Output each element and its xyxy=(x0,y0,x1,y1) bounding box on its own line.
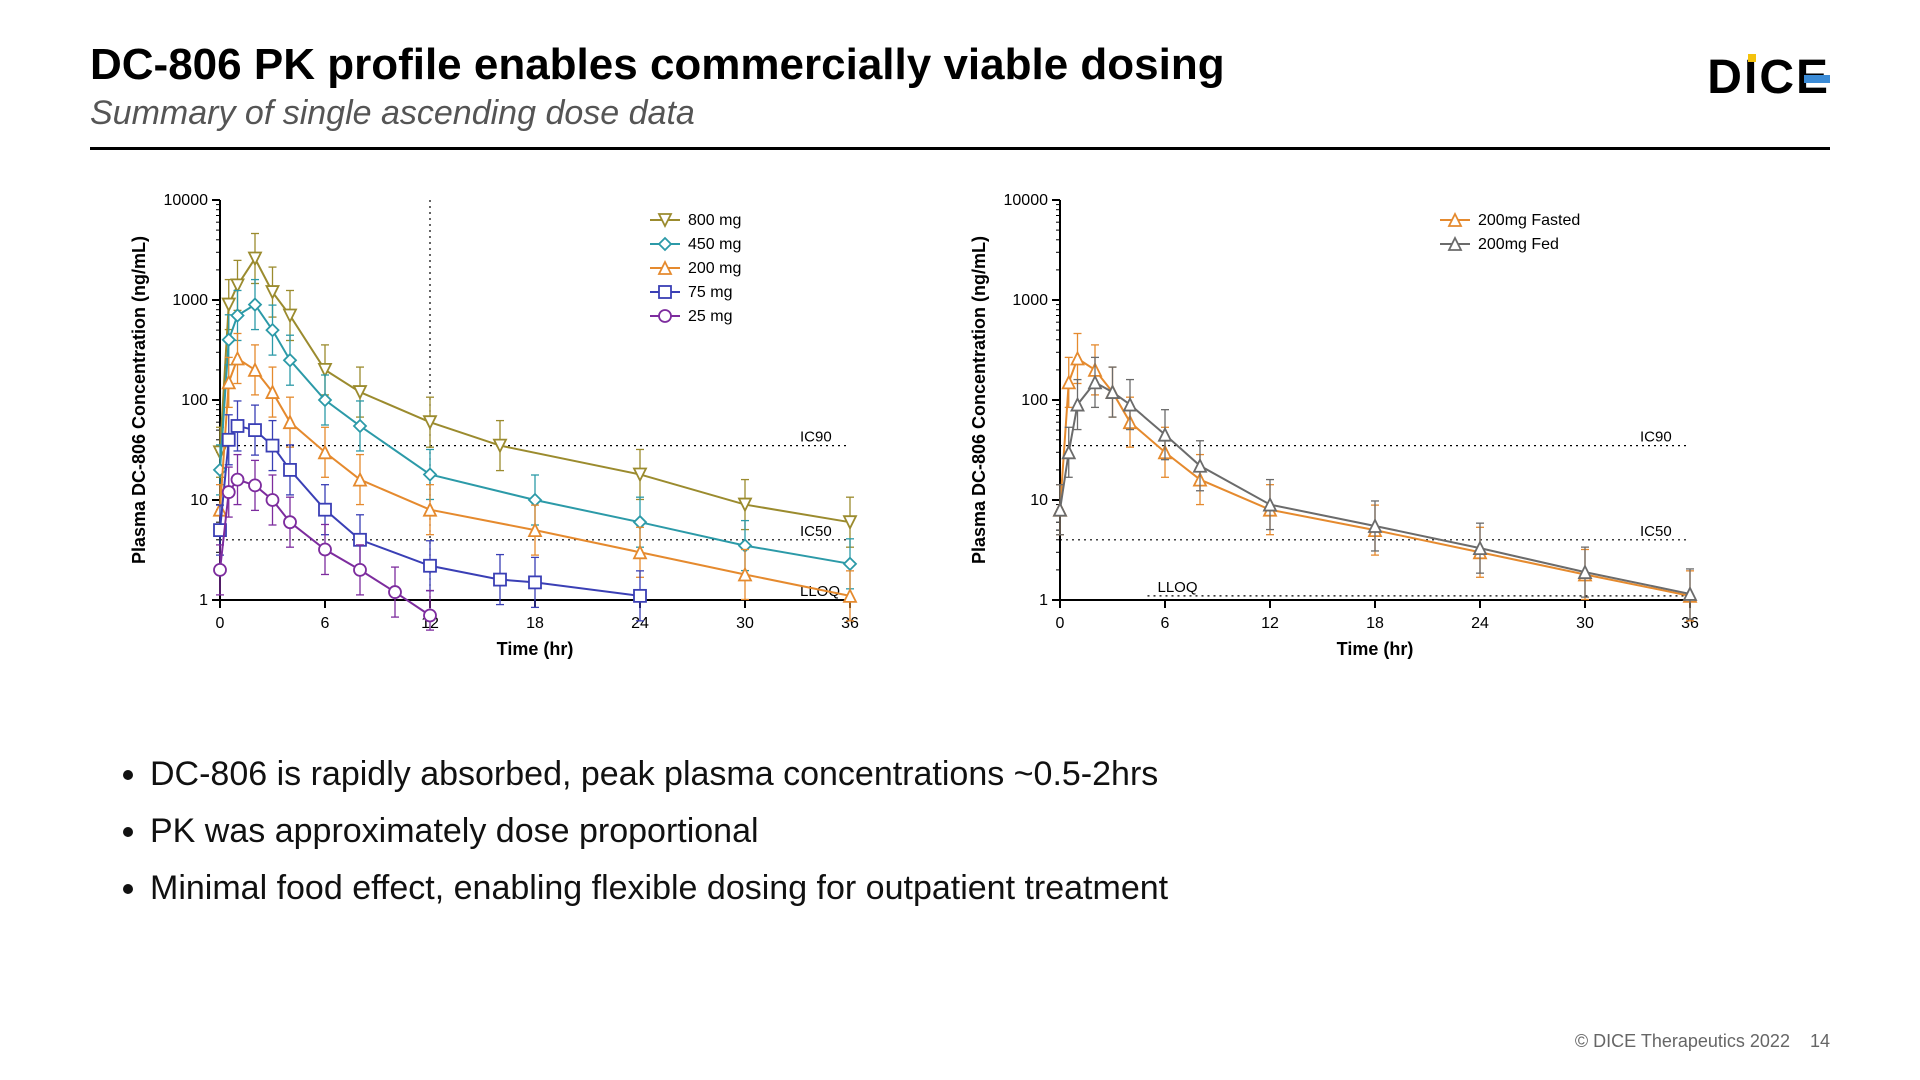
legend-label: 75 mg xyxy=(688,284,732,301)
y-tick-label: 1000 xyxy=(172,292,208,309)
reference-line-label: IC50 xyxy=(1640,523,1672,540)
title-block: DC-806 PK profile enables commercially v… xyxy=(90,40,1225,147)
bullet-list: DC-806 is rapidly absorbed, peak plasma … xyxy=(110,755,1830,908)
legend-label: 25 mg xyxy=(688,308,732,325)
series-line xyxy=(1060,382,1690,594)
x-tick-label: 30 xyxy=(1576,615,1594,632)
legend-label: 200 mg xyxy=(688,260,741,277)
x-tick-label: 18 xyxy=(526,615,544,632)
legend-label: 200mg Fed xyxy=(1478,236,1559,253)
y-tick-label: 10000 xyxy=(1004,192,1049,209)
y-axis-label: Plasma DC-806 Concentration (ng/mL) xyxy=(129,236,149,564)
legend-label: 200mg Fasted xyxy=(1478,212,1580,229)
y-tick-label: 10000 xyxy=(164,192,209,209)
y-tick-label: 100 xyxy=(1021,392,1048,409)
x-tick-label: 0 xyxy=(216,615,225,632)
slide-subtitle: Summary of single ascending dose data xyxy=(90,94,1225,133)
copyright-text: © DICE Therapeutics 2022 xyxy=(1575,1031,1790,1051)
dice-logo: DICE xyxy=(1707,40,1830,105)
reference-line-label: IC50 xyxy=(800,523,832,540)
chart-right-svg: 110100100010000061218243036Time (hr)Plas… xyxy=(950,180,1710,660)
slide: DC-806 PK profile enables commercially v… xyxy=(0,0,1920,1080)
y-tick-label: 100 xyxy=(181,392,208,409)
footer: © DICE Therapeutics 2022 14 xyxy=(1575,1031,1830,1052)
bullet-item: DC-806 is rapidly absorbed, peak plasma … xyxy=(150,755,1830,794)
x-tick-label: 6 xyxy=(321,615,330,632)
reference-line-label: LLOQ xyxy=(800,583,840,600)
y-axis-label: Plasma DC-806 Concentration (ng/mL) xyxy=(969,236,989,564)
slide-title: DC-806 PK profile enables commercially v… xyxy=(90,40,1225,90)
legend-label: 450 mg xyxy=(688,236,741,253)
x-axis-label: Time (hr) xyxy=(497,639,574,659)
chart-right: 110100100010000061218243036Time (hr)Plas… xyxy=(950,180,1710,665)
legend-label: 800 mg xyxy=(688,212,741,229)
x-tick-label: 6 xyxy=(1161,615,1170,632)
y-tick-label: 1 xyxy=(1039,592,1048,609)
y-tick-label: 10 xyxy=(1030,492,1048,509)
header-rule xyxy=(90,147,1830,150)
x-tick-label: 30 xyxy=(736,615,754,632)
page-number: 14 xyxy=(1810,1031,1830,1051)
reference-line-label: IC90 xyxy=(1640,429,1672,446)
header: DC-806 PK profile enables commercially v… xyxy=(90,40,1830,147)
x-axis-label: Time (hr) xyxy=(1337,639,1414,659)
bullet-item: Minimal food effect, enabling flexible d… xyxy=(150,869,1830,908)
charts-row: 110100100010000061218243036Time (hr)Plas… xyxy=(110,180,1830,665)
x-tick-label: 0 xyxy=(1056,615,1065,632)
chart-left-svg: 110100100010000061218243036Time (hr)Plas… xyxy=(110,180,870,660)
x-tick-label: 24 xyxy=(1471,615,1489,632)
y-tick-label: 10 xyxy=(190,492,208,509)
reference-line-label: IC90 xyxy=(800,429,832,446)
y-tick-label: 1 xyxy=(199,592,208,609)
x-tick-label: 18 xyxy=(1366,615,1384,632)
chart-left: 110100100010000061218243036Time (hr)Plas… xyxy=(110,180,870,665)
reference-line-label: LLOQ xyxy=(1158,579,1198,596)
x-tick-label: 12 xyxy=(1261,615,1279,632)
y-tick-label: 1000 xyxy=(1012,292,1048,309)
series-line xyxy=(1060,359,1690,596)
bullet-item: PK was approximately dose proportional xyxy=(150,812,1830,851)
